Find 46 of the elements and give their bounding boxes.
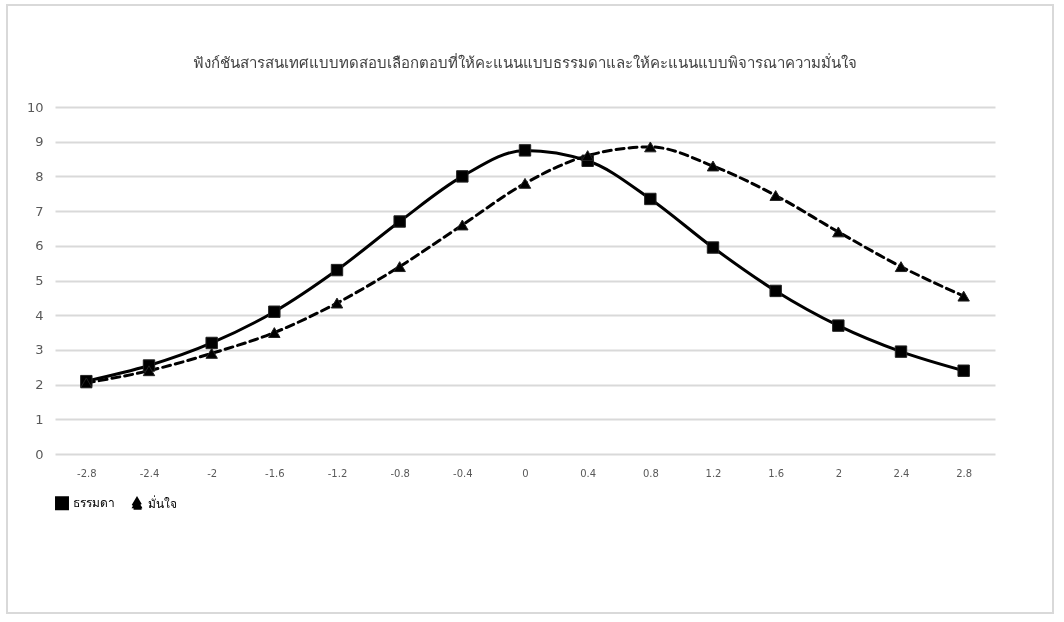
y-tick-label: 6 xyxy=(35,238,44,254)
x-tick-label: 1.2 xyxy=(705,467,722,479)
point xyxy=(706,160,720,172)
point xyxy=(518,144,532,157)
point xyxy=(205,347,218,359)
point xyxy=(581,150,594,162)
point xyxy=(518,177,532,189)
y-tick-label: 7 xyxy=(35,203,44,219)
point xyxy=(268,305,281,318)
y-tick-label: 10 xyxy=(26,99,44,115)
x-tick-label: -0.4 xyxy=(453,467,473,479)
point xyxy=(330,297,344,309)
x-tick-label: 1.6 xyxy=(768,467,785,479)
x-tick-label: -2 xyxy=(207,467,218,479)
chart-title: ฟังก์ชันสารสนเทศแบบทดสอบเลือกตอบที่ให้คะแนนแบบธรรมดาและให้คะแนนแบบพิจารณาความมั่นใจ xyxy=(193,52,857,72)
point xyxy=(142,365,156,377)
y-tick-label: 9 xyxy=(35,134,44,150)
x-tick-label: 0.4 xyxy=(580,467,597,479)
point xyxy=(894,345,908,358)
x-tick-label: 2.4 xyxy=(893,467,910,479)
x-tick-label: -1.6 xyxy=(265,467,285,479)
point xyxy=(644,192,657,206)
y-tick-label: 4 xyxy=(35,307,44,323)
point xyxy=(205,336,218,350)
y-tick-label: 0 xyxy=(35,446,44,462)
x-tick-label: -0.8 xyxy=(390,467,410,479)
y-tick-label: 3 xyxy=(35,342,44,358)
legend-label: ธรรมดา xyxy=(73,496,115,511)
y-tick-label: 1 xyxy=(35,411,44,427)
y-tick-label: 5 xyxy=(35,273,44,288)
x-tick-label: 0.8 xyxy=(642,467,659,479)
x-tick-label: 2 xyxy=(835,467,843,479)
y-tick-label: 8 xyxy=(35,168,44,184)
x-tick-label: -2.4 xyxy=(139,467,160,479)
x-tick-label: -1.2 xyxy=(327,467,348,479)
y-tick-label: 2 xyxy=(35,377,44,393)
x-tick-label: -2.8 xyxy=(77,467,97,479)
point xyxy=(393,261,406,273)
point xyxy=(769,284,782,298)
x-tick-label: 2.8 xyxy=(956,467,973,479)
point xyxy=(706,241,720,254)
legend-label: มั่นใจ xyxy=(148,494,177,511)
point xyxy=(957,364,970,377)
point xyxy=(894,261,908,273)
point xyxy=(330,263,344,277)
x-tick-label: 0 xyxy=(522,467,529,479)
